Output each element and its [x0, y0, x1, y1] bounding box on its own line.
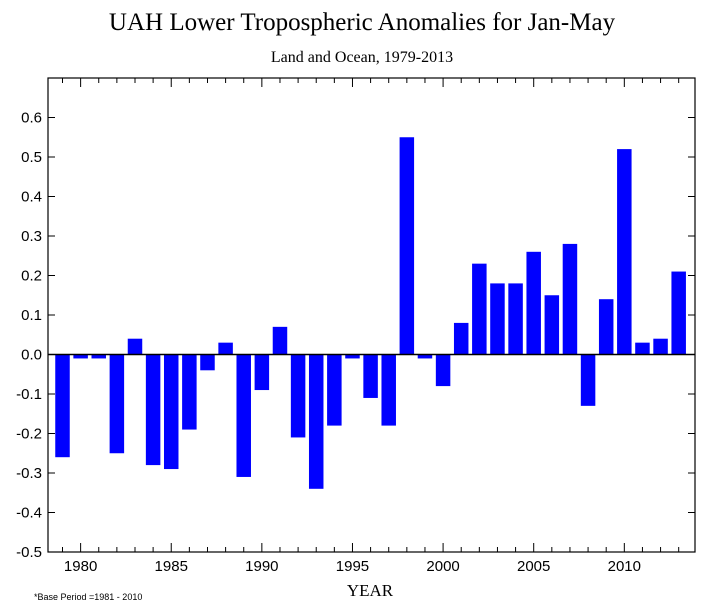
y-tick-label: 0.4 — [21, 189, 42, 206]
x-tick-label: 2010 — [608, 558, 641, 575]
bar-1991 — [272, 326, 288, 355]
bar-series — [55, 137, 686, 489]
plot-frame — [47, 77, 696, 553]
y-tick-label: -0.3 — [16, 465, 42, 482]
bar-2004 — [508, 283, 523, 355]
chart-title: UAH Lower Tropospheric Anomalies for Jan… — [109, 9, 616, 36]
bar-1998 — [399, 137, 415, 355]
bar-1984 — [145, 354, 161, 466]
bar-2012 — [653, 338, 668, 355]
bar-2002 — [472, 263, 487, 355]
x-tick-label: 1995 — [336, 558, 369, 575]
y-tick-label: 0.5 — [21, 149, 42, 166]
bar-1979 — [55, 354, 70, 458]
bar-2007 — [562, 243, 578, 355]
bar-1982 — [109, 354, 125, 454]
chart-subtitle: Land and Ocean, 1979-2013 — [271, 49, 453, 66]
bar-2011 — [635, 342, 650, 355]
x-tick-label: 2000 — [426, 558, 459, 575]
y-tick-label: 0.6 — [21, 110, 42, 127]
base-period-footnote: *Base Period =1981 - 2010 — [34, 592, 142, 602]
bar-1989 — [236, 354, 251, 477]
bar-2008 — [580, 354, 596, 406]
bar-2003 — [490, 283, 505, 355]
bar-1995 — [345, 354, 360, 359]
y-tick-label: 0.3 — [21, 228, 42, 245]
bar-1994 — [327, 354, 342, 426]
bar-1992 — [290, 354, 306, 438]
y-tick-label: 0.2 — [21, 268, 42, 285]
bar-1997 — [381, 354, 396, 426]
bar-2013 — [671, 271, 686, 355]
bar-1996 — [363, 354, 378, 398]
x-tick-label: 1980 — [64, 558, 97, 575]
bar-1987 — [200, 354, 215, 371]
bar-2000 — [435, 354, 451, 387]
y-tick-label: -0.2 — [16, 426, 42, 443]
bar-2006 — [544, 295, 560, 355]
bar-1990 — [254, 354, 270, 391]
y-tick-label: 0.0 — [21, 347, 42, 364]
bar-1986 — [182, 354, 197, 430]
y-tick-label: -0.5 — [16, 544, 42, 561]
bar-1999 — [417, 354, 433, 359]
bar-2005 — [526, 251, 541, 355]
x-tick-label: 1990 — [245, 558, 278, 575]
bar-1981 — [91, 354, 106, 359]
y-tick-label: -0.4 — [16, 505, 42, 522]
x-axis-label: YEAR — [347, 581, 394, 600]
x-tick-label: 2005 — [517, 558, 550, 575]
bar-1983 — [127, 338, 143, 355]
bar-2001 — [453, 322, 469, 355]
bar-1980 — [73, 354, 88, 359]
y-tick-label: 0.1 — [21, 307, 42, 324]
y-tick-label: -0.1 — [16, 386, 42, 403]
x-axis: 1980 1985 1990 1995 2000 2005 2010 — [61, 78, 680, 575]
bar-1985 — [163, 354, 179, 470]
x-tick-label: 1985 — [155, 558, 188, 575]
bar-2010 — [617, 149, 632, 355]
bar-1993 — [308, 354, 324, 489]
y-axis: 0.6 0.5 0.4 0.3 0.2 0.1 0.0 -0.1 -0.2 -0.3 -0.4 -0.… — [16, 110, 695, 561]
bar-2009 — [598, 299, 614, 355]
bar-1988 — [218, 342, 233, 355]
